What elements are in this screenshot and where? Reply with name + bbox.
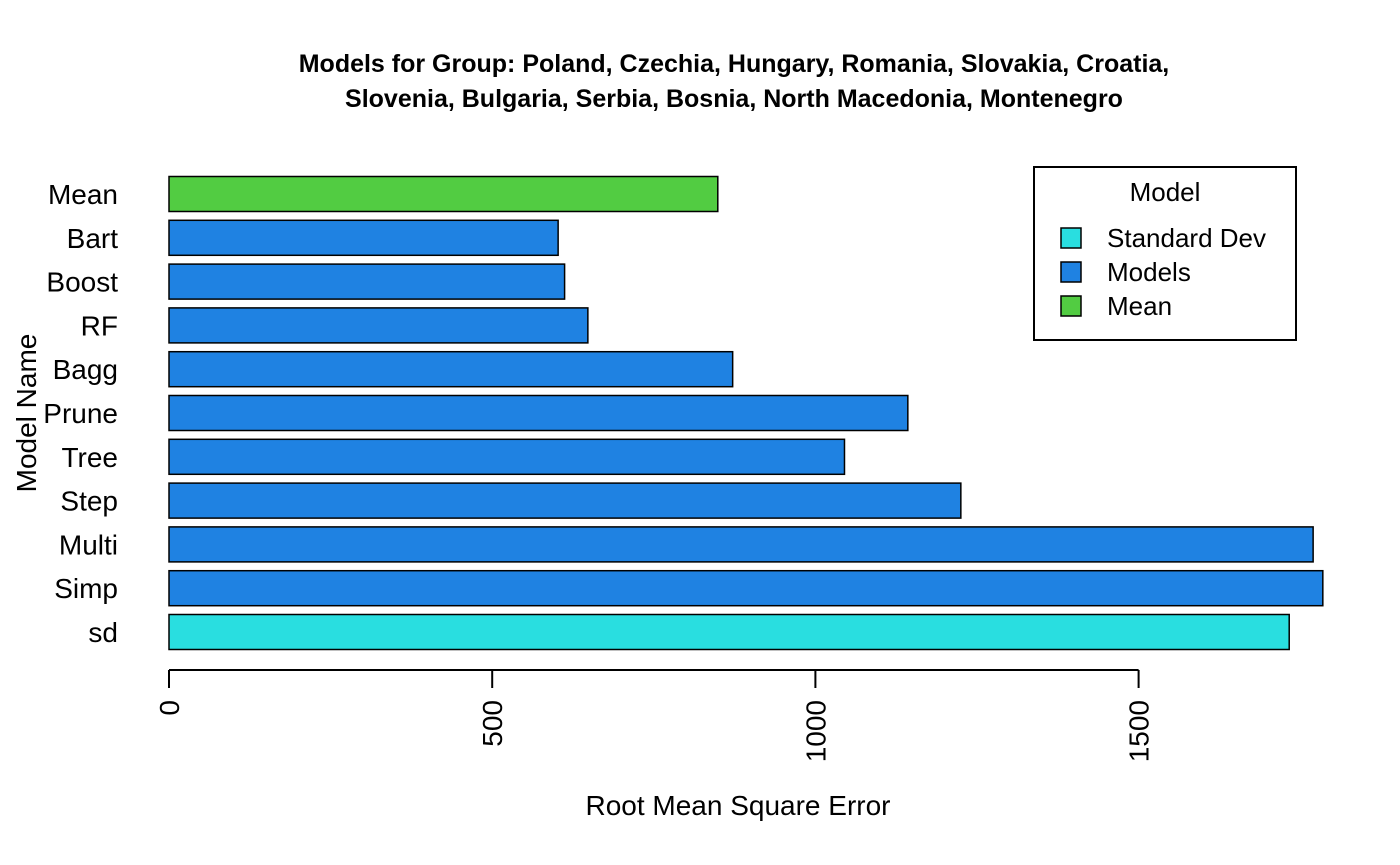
category-label-rf: RF xyxy=(81,310,118,341)
bar-rf xyxy=(168,307,589,344)
bar-prune xyxy=(168,394,909,432)
x-tick-label-1000: 1000 xyxy=(800,700,831,762)
category-label-mean: Mean xyxy=(48,179,118,210)
category-label-step: Step xyxy=(60,486,118,517)
category-labels: sd Simp Multi Step Tree Prune Bagg RF Boost Bart M… xyxy=(43,179,118,648)
chart-title-line-1: Models for Group: Poland, Czechia, Hunga… xyxy=(299,50,1170,78)
legend-title: Model xyxy=(1130,177,1201,207)
category-label-simp: Simp xyxy=(54,573,118,604)
legend-label-standard-dev: Standard Dev xyxy=(1107,223,1266,253)
x-axis-ticks: 0 500 1000 1500 xyxy=(154,670,1155,762)
x-tick-label-0: 0 xyxy=(154,700,185,716)
legend-swatch-standard-dev xyxy=(1060,227,1082,249)
y-axis-label: Model Name xyxy=(11,334,42,493)
x-tick-label-1500: 1500 xyxy=(1124,700,1155,762)
category-label-boost: Boost xyxy=(46,267,118,298)
legend-swatch-models xyxy=(1060,261,1082,283)
bar-tree xyxy=(168,438,846,476)
bar-step xyxy=(168,482,962,519)
bar-mean xyxy=(168,175,719,213)
x-axis-label: Root Mean Square Error xyxy=(585,790,890,821)
legend-entries: Standard Dev Models Mean xyxy=(1060,223,1266,321)
legend-label-models: Models xyxy=(1107,257,1191,287)
category-label-prune: Prune xyxy=(43,398,118,429)
category-label-bart: Bart xyxy=(67,223,119,254)
chart-title-line-2: Slovenia, Bulgaria, Serbia, Bosnia, Nort… xyxy=(345,85,1123,113)
category-label-multi: Multi xyxy=(59,529,118,560)
bar-sd xyxy=(168,613,1290,651)
bar-bart xyxy=(168,219,559,257)
legend-label-mean: Mean xyxy=(1107,291,1172,321)
bar-multi xyxy=(168,526,1314,563)
bar-simp xyxy=(168,569,1324,607)
x-tick-label-500: 500 xyxy=(477,700,508,747)
category-label-sd: sd xyxy=(88,617,118,648)
category-label-tree: Tree xyxy=(61,442,118,473)
bar-bagg xyxy=(168,350,734,388)
legend: Model Standard Dev Models Mean xyxy=(1033,166,1297,341)
category-label-bagg: Bagg xyxy=(53,354,118,385)
bar-group xyxy=(168,175,1324,651)
legend-swatch-mean xyxy=(1060,295,1082,317)
bar-boost xyxy=(168,263,566,300)
